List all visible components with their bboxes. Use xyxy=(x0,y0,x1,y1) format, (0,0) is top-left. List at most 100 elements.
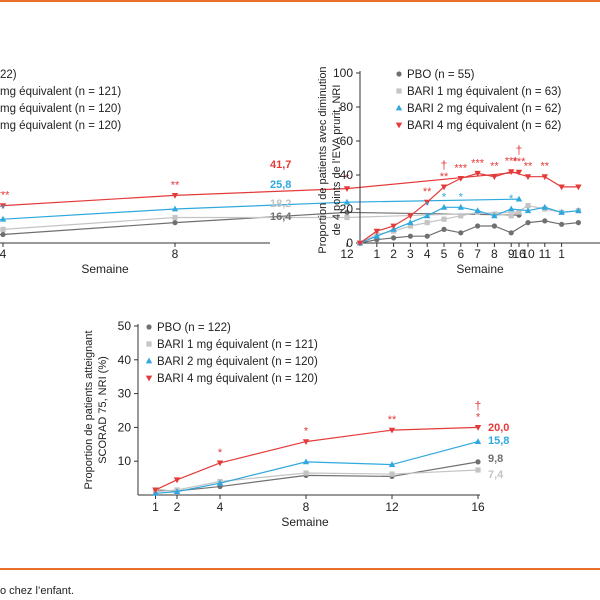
legend-entry: BARI 4 mg équivalent (n = 120) xyxy=(157,373,318,385)
significance-marker: *** xyxy=(471,157,485,169)
y-axis-label: Proportion de patients atteignant SCORAD … xyxy=(83,330,109,489)
data-point xyxy=(303,470,309,476)
data-point xyxy=(171,193,179,199)
data-point xyxy=(491,212,498,219)
x-tick-label: 7 xyxy=(474,247,481,261)
data-point xyxy=(407,223,413,229)
data-point xyxy=(373,232,380,239)
data-point xyxy=(388,461,396,467)
legend-marker xyxy=(145,375,153,382)
significance-marker: *** xyxy=(505,156,519,168)
x-tick-label: 8 xyxy=(303,500,310,514)
x-tick-label: 11 xyxy=(539,247,552,261)
data-point xyxy=(173,477,181,484)
y-axis-label-line: Proportion de patients atteignant xyxy=(83,330,95,489)
significance-marker: † xyxy=(516,143,523,157)
x-tick-label: 10 xyxy=(521,247,535,261)
data-point xyxy=(575,184,582,191)
significance-marker: * xyxy=(345,173,350,185)
significance-marker: *** xyxy=(513,156,527,168)
end-value-label: 20,0 xyxy=(488,422,509,434)
data-point xyxy=(508,169,515,175)
significance-marker: ** xyxy=(524,161,533,173)
series-line xyxy=(0,211,520,231)
legend-marker xyxy=(395,122,403,129)
series-line xyxy=(155,441,479,494)
legend-marker xyxy=(396,71,402,77)
data-point xyxy=(172,214,178,221)
data-point xyxy=(516,209,522,215)
data-point xyxy=(0,215,7,222)
data-point xyxy=(424,233,430,239)
data-point xyxy=(0,203,7,209)
data-point xyxy=(441,216,447,222)
data-point xyxy=(491,174,498,181)
legend: PBO (n = 55) BARI 1 mg équivalent (n = 63… xyxy=(395,69,562,132)
series-pbo xyxy=(152,459,481,494)
series-bari-4-mg xyxy=(356,169,582,247)
significance-marker: ** xyxy=(171,179,180,191)
x-tick-label: 6 xyxy=(457,247,464,261)
x-tick-label: 4 xyxy=(0,247,7,261)
data-point xyxy=(524,174,532,181)
x-tick-label: 12 xyxy=(340,247,354,261)
x-tick-label: 2 xyxy=(174,500,181,514)
data-point xyxy=(458,213,464,219)
data-point xyxy=(424,220,430,226)
legend-entry: mg équivalent (n = 121) xyxy=(0,86,121,98)
series-line xyxy=(0,211,520,236)
data-point xyxy=(474,425,482,431)
y-tick-label: 40 xyxy=(118,353,132,367)
data-point xyxy=(424,212,431,219)
legend: 22) mg équivalent (n = 121) mg équivalent … xyxy=(0,69,121,132)
x-tick-label: 3 xyxy=(407,247,414,261)
y-axis-label-line: de 4 points de l’EVA prurit, NRI xyxy=(331,85,343,236)
x-tick-label: 12 xyxy=(385,500,399,514)
chart-panel-bottom: 10 20 30 40 50 Proportion de patients atteign… xyxy=(83,319,509,529)
series-line xyxy=(0,198,520,221)
data-point xyxy=(458,230,464,236)
series-bari-4-mg xyxy=(0,169,523,209)
end-value-label: 9,8 xyxy=(488,453,503,465)
data-point xyxy=(475,223,481,229)
data-point xyxy=(457,176,464,182)
data-point xyxy=(390,223,397,230)
data-point xyxy=(541,203,548,210)
y-tick-label: 0 xyxy=(346,236,353,250)
data-point xyxy=(373,228,380,235)
data-point xyxy=(171,205,179,212)
y-tick-label: 40 xyxy=(340,168,354,182)
series-line xyxy=(155,469,479,493)
x-tick-label: 5 xyxy=(441,247,448,261)
series-line xyxy=(359,220,579,244)
data-point xyxy=(152,487,159,494)
legend-entry: BARI 1 mg équivalent (n = 121) xyxy=(157,339,318,351)
data-point xyxy=(440,184,448,191)
x-axis-label: Semaine xyxy=(81,262,129,276)
series-bari-1-mg xyxy=(0,209,522,232)
y-tick-label: 100 xyxy=(333,66,353,80)
series-bari-2-mg xyxy=(0,195,523,222)
legend: PBO (n = 122) BARI 1 mg équivalent (n = 1… xyxy=(145,322,318,385)
x-tick-label: 1 xyxy=(373,247,380,261)
legend-entry: BARI 2 mg équivalent (n = 62) xyxy=(407,103,562,115)
significance-marker: * xyxy=(459,191,464,203)
y-tick-label: 20 xyxy=(118,420,132,434)
y-axis-label-line: Proportion de patients avec diminution xyxy=(317,66,329,253)
data-point xyxy=(524,207,532,214)
legend-entry: mg équivalent (n = 120) xyxy=(0,120,121,132)
x-tick-label: 8 xyxy=(172,247,179,261)
legend-marker xyxy=(395,104,403,111)
significance-marker: ** xyxy=(423,186,432,198)
data-point xyxy=(388,427,396,434)
x-tick-label: 16 xyxy=(512,247,526,261)
data-point xyxy=(508,213,514,219)
data-point xyxy=(407,213,414,220)
x-tick-label: 1 xyxy=(152,500,159,514)
series-bari-2-mg xyxy=(356,203,582,246)
data-point xyxy=(541,174,548,181)
end-value-label: 7,4 xyxy=(488,469,504,481)
x-tick-label: 8 xyxy=(491,247,498,261)
legend-entry: mg équivalent (n = 120) xyxy=(0,103,121,115)
